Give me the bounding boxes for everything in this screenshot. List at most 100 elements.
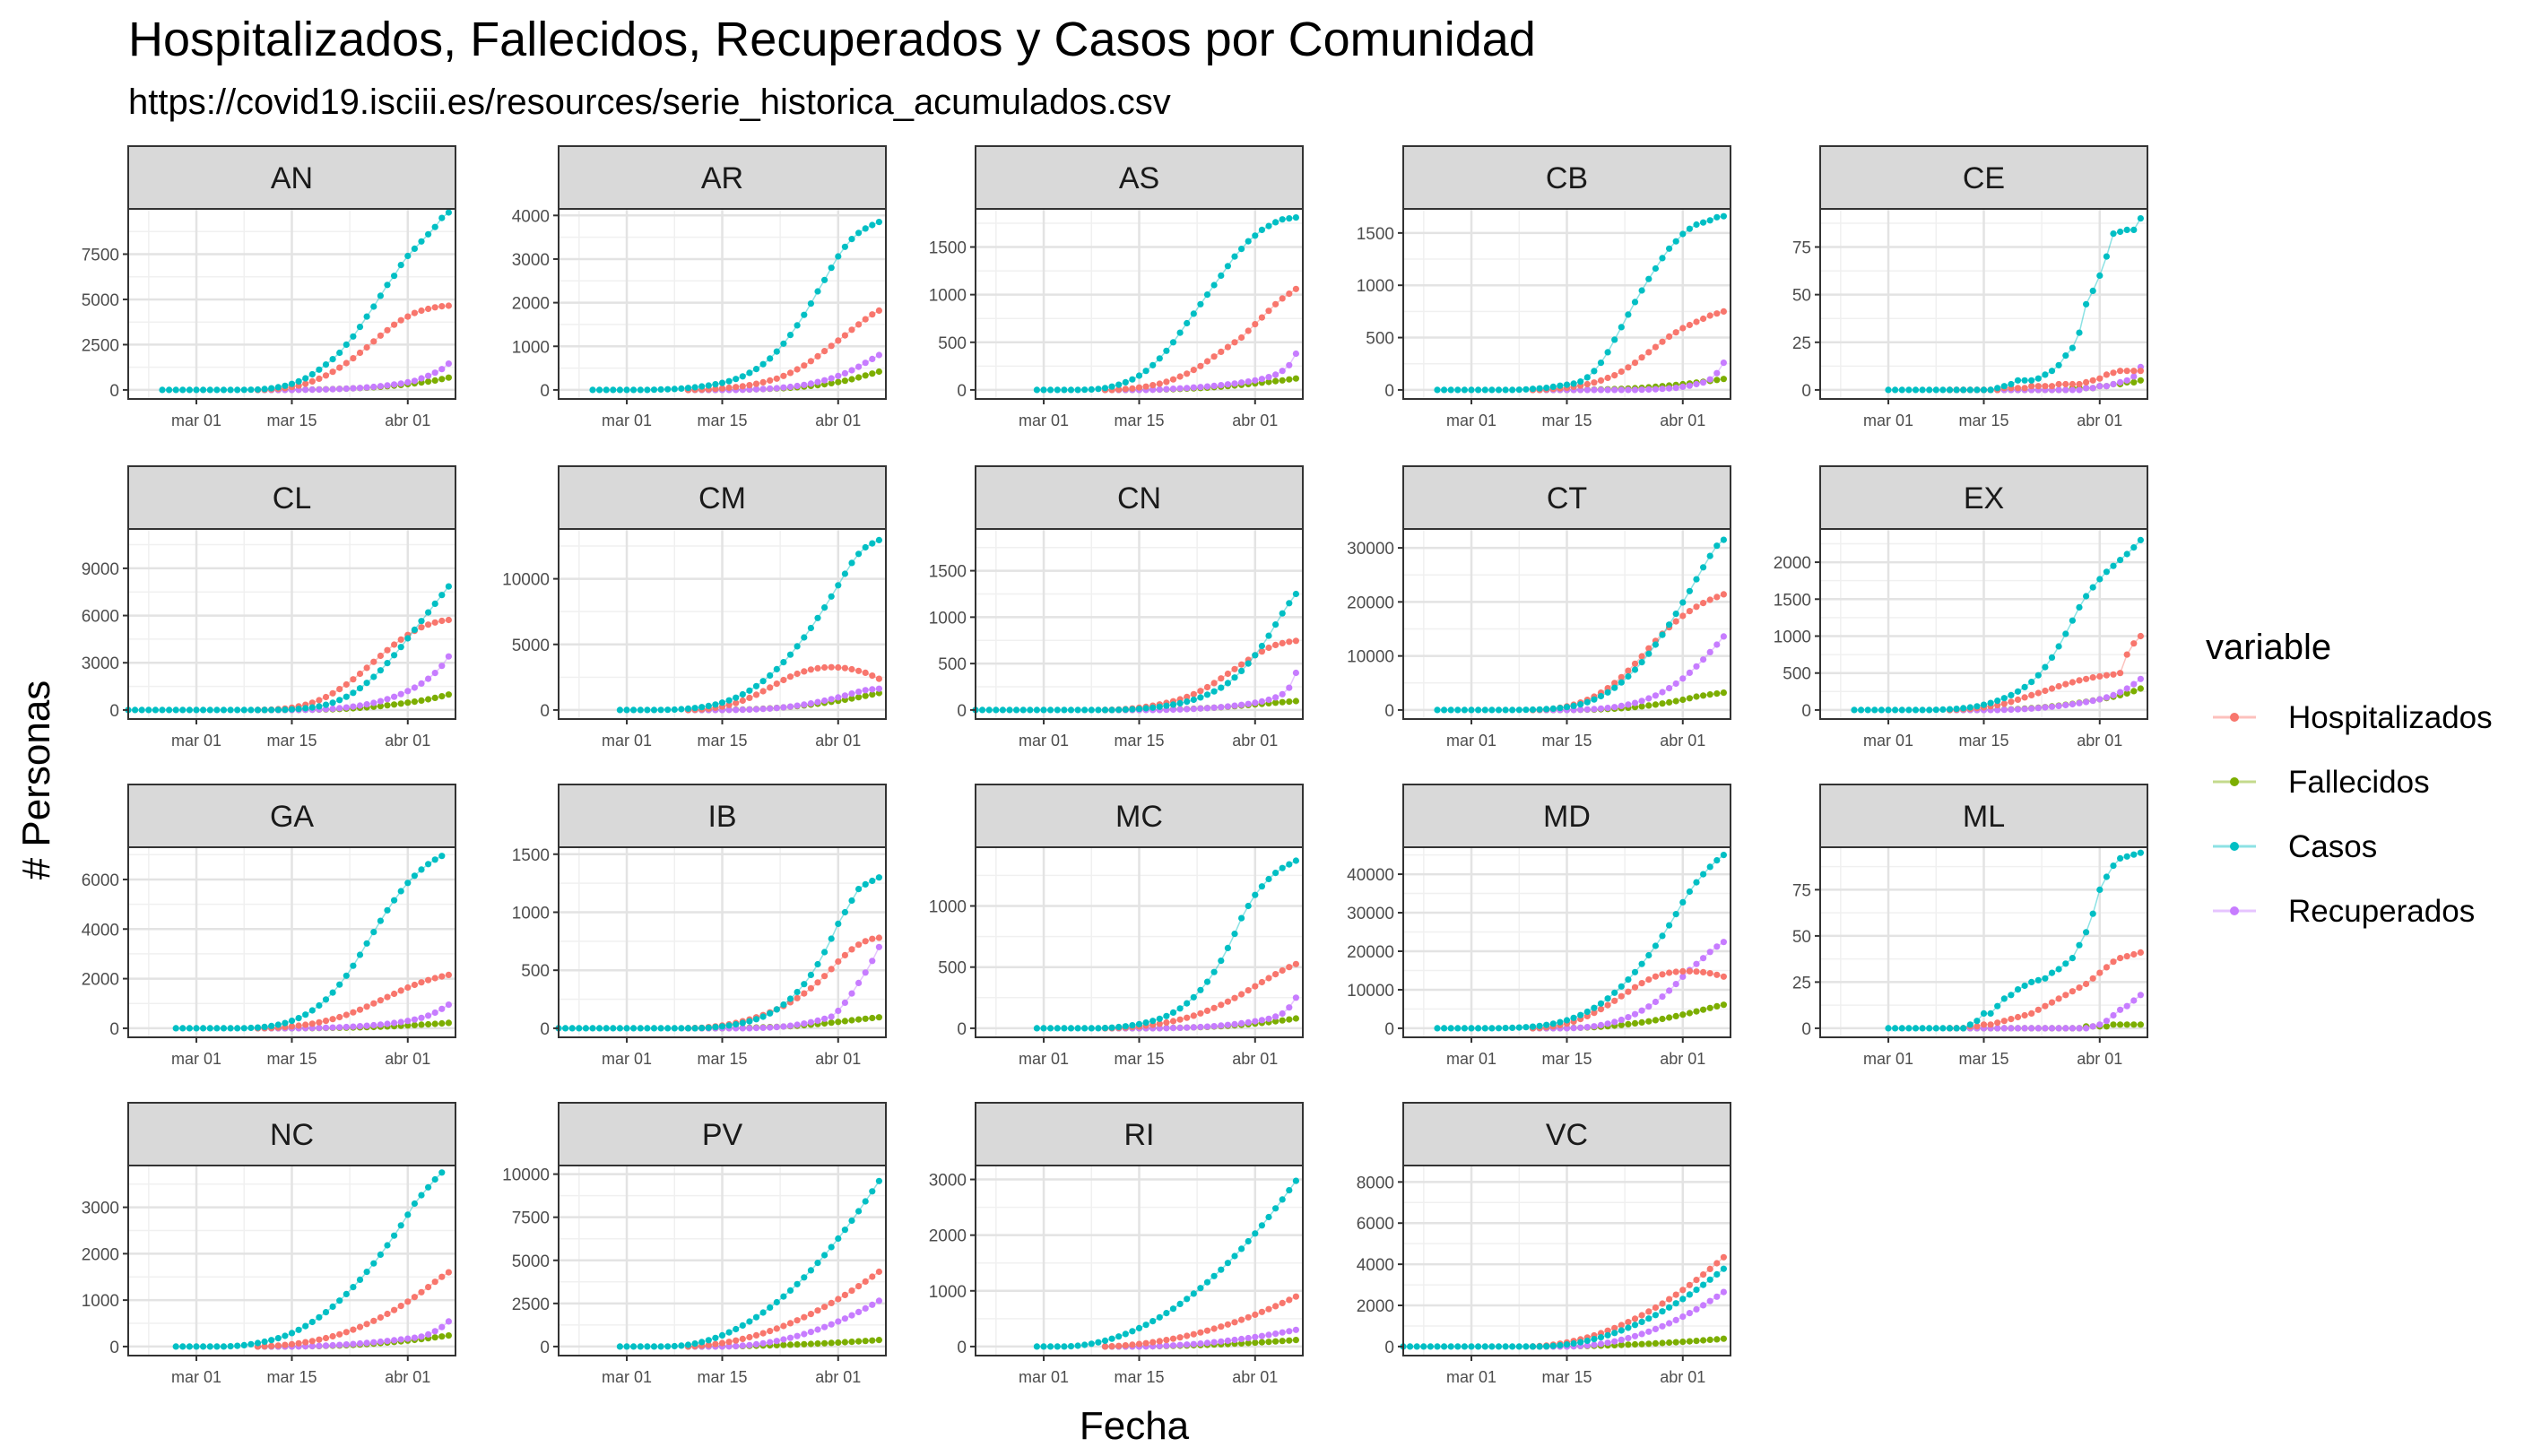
data-point: [1672, 981, 1679, 988]
y-tick-label: 1000: [929, 287, 967, 306]
data-point: [1666, 698, 1673, 706]
data-point: [1638, 659, 1645, 666]
data-point: [1652, 998, 1659, 1006]
x-tick-label: mar 15: [1114, 1050, 1164, 1068]
data-point: [1203, 978, 1211, 985]
y-tick-label: 5000: [512, 637, 550, 655]
data-point: [1434, 706, 1441, 714]
series-hospitalizados: [1101, 1293, 1299, 1350]
data-point: [1210, 704, 1218, 711]
data-point: [363, 680, 370, 687]
data-point: [1679, 696, 1687, 704]
data-point: [1529, 386, 1537, 393]
data-point: [1224, 263, 1231, 270]
data-point: [1679, 599, 1687, 606]
data-point: [1047, 1025, 1054, 1032]
y-tick-label: 1000: [512, 338, 550, 357]
data-point: [610, 1025, 617, 1032]
data-point: [1033, 706, 1040, 714]
data-point: [425, 1012, 432, 1019]
data-point: [1994, 385, 2001, 392]
y-tick-label: 75: [1792, 881, 1811, 900]
data-point: [1272, 870, 1280, 877]
data-point: [1081, 706, 1089, 714]
data-point: [1115, 1023, 1123, 1031]
data-point: [1618, 386, 1625, 394]
data-point: [1156, 1025, 1163, 1032]
data-point: [828, 264, 835, 272]
data-point: [2110, 380, 2117, 388]
data-point: [247, 706, 255, 714]
data-point: [752, 366, 760, 373]
data-point: [1638, 653, 1645, 660]
data-point: [855, 1308, 863, 1315]
data-point: [1672, 329, 1679, 336]
data-point: [1543, 1343, 1550, 1350]
data-point: [1713, 943, 1721, 950]
data-point: [869, 935, 876, 942]
data-point: [835, 582, 842, 589]
data-point: [801, 990, 808, 997]
data-point: [1679, 967, 1687, 975]
y-tick-label: 0: [957, 1339, 967, 1357]
data-point: [308, 1318, 316, 1326]
data-point: [1659, 1339, 1666, 1347]
data-point: [1631, 699, 1639, 706]
data-point: [828, 1244, 835, 1251]
data-point: [1666, 1320, 1673, 1327]
x-tick-label: abr 01: [385, 732, 430, 750]
data-point: [350, 1326, 357, 1333]
y-tick-label: 1000: [82, 1292, 119, 1311]
data-point: [1878, 706, 1885, 714]
data-point: [1441, 1025, 1448, 1032]
data-point: [282, 1332, 289, 1339]
data-point: [1142, 1339, 1149, 1347]
legend-item-casos: Casos: [2213, 829, 2377, 864]
data-point: [159, 706, 166, 714]
y-tick-label: 500: [521, 962, 550, 981]
data-point: [377, 1338, 384, 1346]
data-point: [1169, 1342, 1177, 1349]
data-point: [794, 988, 801, 996]
data-point: [807, 1311, 815, 1318]
data-point: [2096, 886, 2104, 894]
data-point: [773, 705, 780, 712]
data-point: [179, 386, 187, 394]
data-point: [370, 1260, 377, 1267]
data-point: [356, 1276, 364, 1283]
data-point: [1495, 706, 1503, 714]
data-point: [1218, 348, 1225, 355]
data-point: [1190, 1024, 1197, 1031]
data-point: [1604, 689, 1611, 696]
data-point: [623, 1343, 630, 1350]
data-point: [1611, 1324, 1618, 1331]
data-point: [1203, 291, 1211, 299]
data-point: [2000, 695, 2008, 702]
data-point: [767, 705, 774, 712]
data-point: [1672, 911, 1679, 918]
data-point: [1672, 680, 1679, 688]
data-point: [363, 940, 370, 947]
data-point: [848, 559, 855, 567]
facet-strip: [127, 465, 456, 530]
data-point: [1885, 1025, 1892, 1032]
data-point: [1163, 1018, 1170, 1027]
data-point: [1583, 386, 1591, 394]
data-point: [1197, 694, 1204, 701]
data-point: [1618, 1327, 1625, 1334]
data-point: [1265, 975, 1272, 982]
data-point: [1286, 638, 1293, 646]
data-point: [855, 1338, 863, 1345]
series-casos: [616, 1177, 883, 1350]
data-point: [1135, 372, 1143, 379]
data-point: [2089, 698, 2096, 705]
data-point: [1210, 282, 1218, 289]
data-point: [869, 355, 876, 362]
data-point: [1292, 1293, 1299, 1300]
data-point: [752, 1331, 760, 1339]
data-point: [384, 993, 391, 1001]
series-line: [176, 1172, 443, 1348]
data-point: [1149, 1339, 1157, 1346]
data-point: [2048, 368, 2056, 375]
data-point: [1591, 368, 1598, 375]
